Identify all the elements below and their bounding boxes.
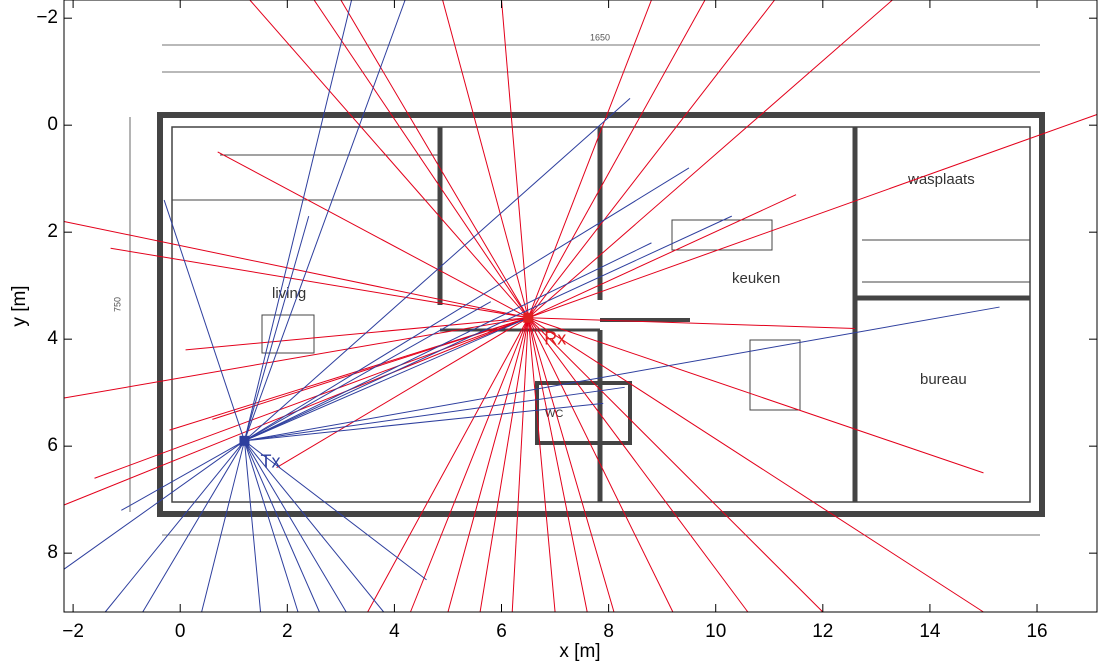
- ray: [528, 0, 705, 318]
- room-label: bureau: [920, 371, 967, 388]
- ray: [528, 318, 748, 612]
- x-tick-label: 2: [282, 621, 293, 642]
- floor-plan: living keuken wasplaats bureau WC 1650 7…: [112, 32, 1042, 535]
- y-tick-label: 2: [47, 221, 58, 242]
- rays: [64, 0, 1097, 612]
- y-tick-label: 4: [47, 328, 58, 349]
- room-label: living: [272, 285, 306, 302]
- ray: [341, 0, 528, 318]
- room-label: keuken: [732, 270, 780, 287]
- ray: [164, 200, 244, 441]
- ray: [244, 98, 630, 440]
- ray: [244, 168, 688, 441]
- y-tick-label: −2: [36, 7, 58, 28]
- ray: [528, 318, 823, 612]
- ray: [448, 318, 528, 612]
- dimension-label: 750: [112, 297, 122, 312]
- x-tick-label: 0: [175, 621, 186, 642]
- ray: [250, 0, 528, 318]
- y-tick-label: 6: [47, 435, 58, 456]
- ray: [244, 318, 528, 441]
- axes-box: [64, 0, 1097, 612]
- antenna-marker: [523, 313, 533, 323]
- x-tick-label: 14: [919, 621, 941, 642]
- ray: [528, 0, 892, 318]
- ray: [528, 318, 587, 612]
- y-tick-label: 8: [47, 542, 58, 563]
- x-tick-label: 16: [1026, 621, 1047, 642]
- ray: [244, 302, 490, 441]
- ray: [528, 318, 983, 473]
- ray: [528, 318, 983, 612]
- antenna-marker: [239, 436, 249, 446]
- ray: [512, 318, 528, 612]
- room-label: wasplaats: [907, 171, 975, 188]
- ray: [244, 307, 999, 441]
- x-tick-label: 8: [603, 621, 614, 642]
- x-tick-label: 6: [496, 621, 507, 642]
- x-tick-label: −2: [62, 621, 84, 642]
- ray: [244, 0, 351, 441]
- ray: [121, 441, 244, 511]
- x-tick-label: 10: [705, 621, 726, 642]
- chart: living keuken wasplaats bureau WC 1650 7…: [0, 0, 1098, 668]
- y-tick-label: 0: [47, 114, 58, 135]
- x-tick-label: 12: [812, 621, 833, 642]
- ray: [111, 248, 529, 318]
- ray: [443, 0, 529, 318]
- ray: [218, 152, 529, 318]
- ray: [410, 318, 528, 612]
- ray: [244, 441, 319, 612]
- ray: [314, 0, 528, 318]
- ray: [528, 114, 1097, 317]
- antenna-label: Tx: [260, 452, 280, 472]
- dimension-label: 1650: [590, 32, 610, 42]
- antenna-label: Rx: [544, 329, 566, 349]
- y-axis-label: y [m]: [9, 285, 30, 326]
- x-tick-label: 4: [389, 621, 400, 642]
- ray: [528, 318, 855, 329]
- ray: [64, 318, 528, 398]
- x-axis-label: x [m]: [559, 641, 600, 662]
- ray: [64, 221, 528, 317]
- ray: [528, 318, 555, 612]
- ray: [502, 0, 529, 318]
